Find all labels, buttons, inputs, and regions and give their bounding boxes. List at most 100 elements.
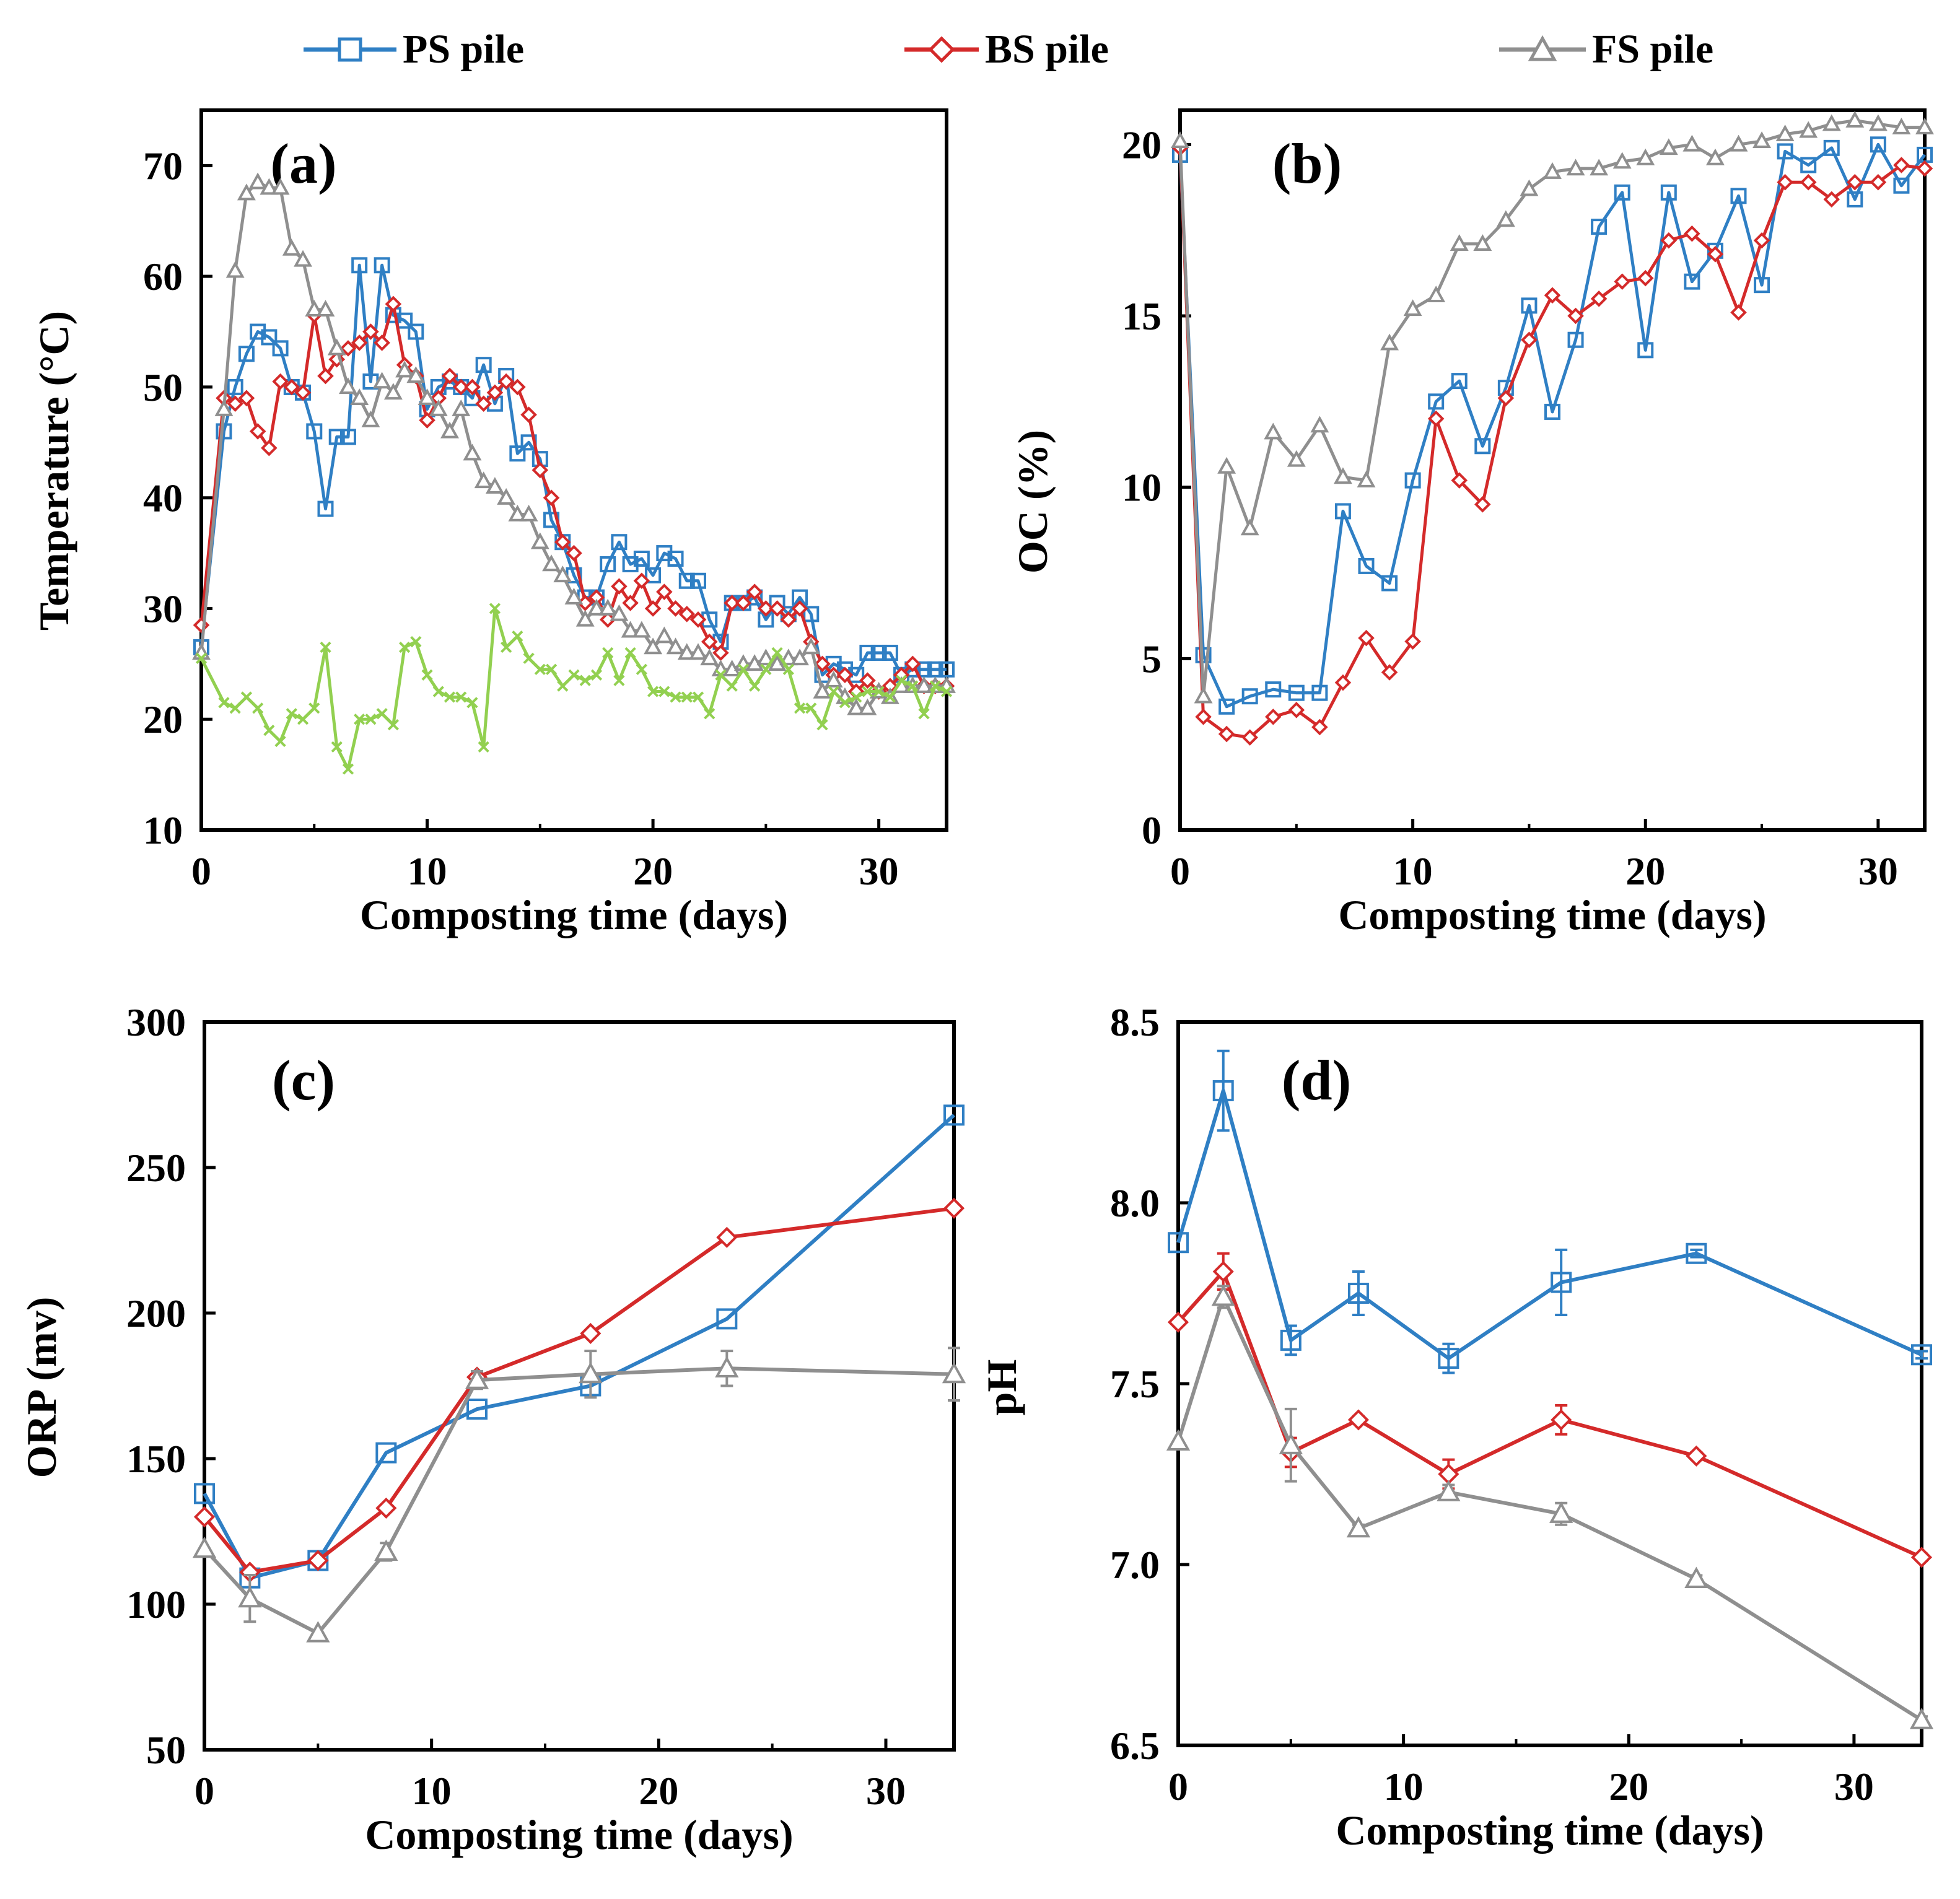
data-point-bs <box>520 406 537 423</box>
series-ps <box>1168 1049 1932 1374</box>
data-point-fs <box>1892 117 1911 134</box>
series-ambient <box>195 603 953 775</box>
x-tick-label: 20 <box>1609 1765 1648 1809</box>
data-point-fs <box>1705 148 1725 165</box>
data-point-ambient <box>749 680 761 692</box>
y-tick-label: 7.5 <box>1110 1362 1160 1406</box>
x-marker-stroke <box>263 724 275 736</box>
data-point-ps <box>1614 184 1630 201</box>
data-point-bs <box>1497 390 1515 407</box>
x-marker-stroke <box>636 663 647 675</box>
data-point-ps <box>1911 1344 1932 1366</box>
x-tick-label: 0 <box>1168 1765 1188 1809</box>
data-point-bs <box>1264 709 1282 725</box>
data-point-fs <box>1590 159 1609 176</box>
x-marker-stroke <box>501 641 512 653</box>
data-point-bs <box>1730 304 1747 321</box>
series-bs <box>1167 1252 1933 1568</box>
data-point-ambient <box>884 691 896 703</box>
data-point-bs <box>814 655 831 673</box>
y-tick-label: 8.5 <box>1110 1000 1160 1044</box>
data-point-ps <box>1551 1272 1572 1293</box>
data-point-bs <box>724 595 740 611</box>
data-point-fs <box>1543 162 1562 179</box>
data-point-ps <box>882 644 898 661</box>
data-point-fs <box>406 366 426 383</box>
data-point-ps <box>1521 297 1538 314</box>
data-point-ambient <box>455 691 467 703</box>
x-marker-stroke <box>715 669 727 681</box>
data-point-fs <box>294 250 312 267</box>
data-point-fs <box>260 178 279 195</box>
data-point-ambient <box>760 663 772 675</box>
data-point-fs <box>465 1368 489 1389</box>
data-point-fs <box>1194 686 1213 704</box>
data-point-bs <box>1544 287 1561 304</box>
data-point-ambient <box>647 686 659 697</box>
data-point-fs <box>779 648 798 666</box>
data-point-ps <box>227 378 243 395</box>
data-point-bs <box>1893 157 1910 173</box>
data-point-fs <box>1333 467 1352 484</box>
data-point-ambient <box>365 714 377 725</box>
data-point-ambient <box>195 652 208 665</box>
x-marker-stroke <box>749 680 761 692</box>
data-point-fs <box>429 399 448 416</box>
data-point-ps <box>339 429 356 445</box>
x-axis-title: Composting time (days) <box>1338 891 1766 938</box>
x-marker-stroke <box>240 691 253 703</box>
data-point-bs <box>1551 1409 1572 1431</box>
data-point-fs <box>1171 131 1189 149</box>
y-tick-label: 10 <box>1122 466 1162 510</box>
series-fs <box>192 1347 966 1643</box>
x-axis-title: Composting time (days) <box>1336 1807 1764 1854</box>
data-point-ps <box>716 1308 738 1330</box>
data-point-bs <box>362 323 379 340</box>
x-tick-label: 10 <box>1384 1765 1424 1809</box>
data-point-bs <box>716 1226 738 1248</box>
data-point-bs <box>1381 664 1398 681</box>
data-point-bs <box>1686 1445 1707 1467</box>
data-point-ambient <box>354 714 365 725</box>
data-point-fs <box>610 604 629 621</box>
data-point-ambient <box>839 697 851 709</box>
series-line-ps <box>1176 1088 1923 1361</box>
legend-bs-swatch <box>904 36 979 63</box>
data-point-ps <box>1660 184 1677 201</box>
x-marker-stroke <box>726 680 738 692</box>
data-point-ps <box>645 567 662 583</box>
panel-d: 0 10 20 30 6.5 7.0 7.5 8.0 8.5 Composting time (d… <box>978 1000 1934 1854</box>
data-point-bs <box>746 583 763 600</box>
y-tick-label: 7.0 <box>1110 1543 1160 1587</box>
data-point-ps <box>374 257 390 274</box>
x-marker-stroke <box>670 691 681 703</box>
y-tick-label: 70 <box>143 144 183 188</box>
data-point-ambient <box>320 641 331 653</box>
data-point-ps <box>870 644 887 661</box>
data-point-fs <box>914 676 934 693</box>
x-marker-stroke <box>737 663 750 675</box>
x-marker-stroke <box>590 669 603 681</box>
data-point-ps <box>1288 684 1305 701</box>
x-tick-label: 20 <box>633 849 673 893</box>
data-point-bs <box>1567 307 1584 325</box>
data-point-ambient <box>704 708 715 720</box>
data-point-fs <box>655 626 674 644</box>
data-point-fs <box>564 587 584 605</box>
x-marker-stroke <box>218 697 230 709</box>
data-point-fs <box>575 609 595 627</box>
series-bs <box>1171 139 1933 746</box>
data-point-bs <box>532 461 549 479</box>
y-tick-label: 6.5 <box>1110 1724 1160 1768</box>
data-point-ps <box>1381 575 1398 592</box>
series-ps <box>194 1104 965 1589</box>
data-point-fs <box>282 238 301 256</box>
data-point-ambient <box>308 702 320 714</box>
data-point-ps <box>1428 393 1445 410</box>
data-point-fs <box>847 698 866 715</box>
data-point-ambient <box>737 663 750 675</box>
y-axis-title: ORP (mv) <box>18 1297 65 1478</box>
data-point-bs <box>904 655 921 673</box>
data-point-ps <box>1474 438 1491 455</box>
